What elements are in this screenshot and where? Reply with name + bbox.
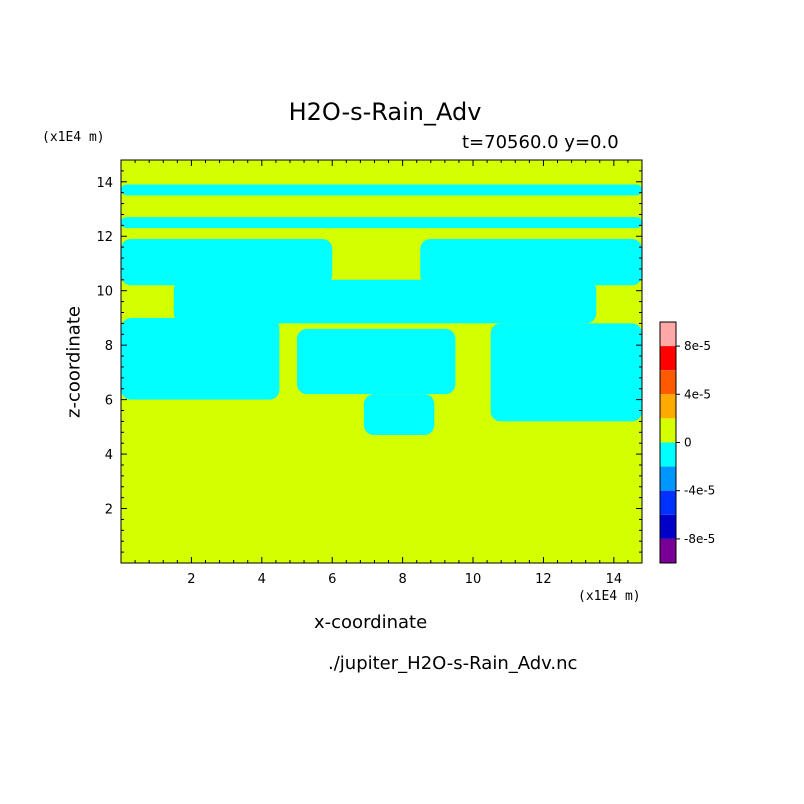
x-axis-label: x-coordinate xyxy=(314,612,428,633)
y-tick-label: 2 xyxy=(105,503,113,518)
colorbar-swatch-6 xyxy=(660,466,676,491)
y-tick-label: 6 xyxy=(105,394,113,409)
negative-region-4 xyxy=(173,279,597,324)
colorbar-swatch-0 xyxy=(660,322,676,347)
source-file-label: ./jupiter_H2O-s-Rain_Adv.nc xyxy=(328,653,578,674)
chart-subtitle: t=70560.0 y=0.0 xyxy=(462,132,619,153)
y-tick-label: 12 xyxy=(96,230,113,245)
x-axis-ticks: 2 4 6 8 10 12 14 xyxy=(120,160,643,587)
colorbar-tick-label: 4e-5 xyxy=(684,387,711,401)
negative-region-7 xyxy=(490,323,642,422)
negative-region-3 xyxy=(420,238,642,286)
x-tick-label: 10 xyxy=(465,572,482,587)
negative-region-5 xyxy=(121,317,280,400)
colorbar-swatch-9 xyxy=(660,538,676,563)
chart-title: H2O-s-Rain_Adv xyxy=(288,98,482,126)
x-tick-label: 12 xyxy=(535,572,552,587)
y-axis-unit: (x1E4 m) xyxy=(42,130,105,145)
colorbar-swatch-2 xyxy=(660,370,676,395)
y-tick-label: 14 xyxy=(96,176,113,191)
y-tick-label: 10 xyxy=(96,285,113,300)
negative-region-8 xyxy=(363,394,435,436)
colorbar-tick-label: 8e-5 xyxy=(684,339,711,353)
y-tick-label: 4 xyxy=(105,448,113,463)
colorbar-swatch-3 xyxy=(660,394,676,419)
field-layer xyxy=(121,160,642,563)
negative-regions xyxy=(121,184,642,436)
x-tick-label: 4 xyxy=(258,572,266,587)
x-tick-label: 2 xyxy=(187,572,195,587)
y-axis-label: z-coordinate xyxy=(63,306,85,418)
negative-region-2 xyxy=(121,238,333,286)
colorbar-tick-label: -4e-5 xyxy=(684,484,715,498)
negative-region-6 xyxy=(297,328,456,395)
colorbar-swatch-4 xyxy=(660,418,676,443)
plot-frame xyxy=(120,159,643,564)
colorbar-swatch-8 xyxy=(660,514,676,539)
y-tick-label: 8 xyxy=(105,339,113,354)
colorbar-tick-label: 0 xyxy=(684,436,692,450)
x-tick-label: 14 xyxy=(606,572,623,587)
negative-region-1 xyxy=(121,217,642,229)
colorbar-swatch-1 xyxy=(660,346,676,371)
x-tick-label: 8 xyxy=(398,572,406,587)
x-axis-unit: (x1E4 m) xyxy=(578,589,641,604)
y-axis-ticks: 2 4 6 8 10 12 14 xyxy=(96,159,642,564)
colorbar-swatch-7 xyxy=(660,490,676,515)
colorbar-swatch-5 xyxy=(660,442,676,467)
negative-region-0 xyxy=(121,184,642,196)
colorbar-tick-label: -8e-5 xyxy=(684,532,715,546)
x-tick-label: 6 xyxy=(328,572,336,587)
colorbar: 8e-5 4e-5 0 -4e-5 -8e-5 xyxy=(659,321,715,564)
